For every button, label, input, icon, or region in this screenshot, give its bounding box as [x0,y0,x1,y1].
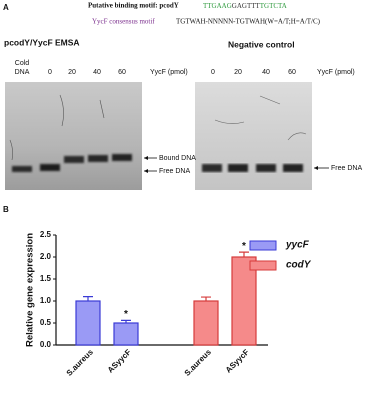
x-tick-label: S.aureus [183,347,214,378]
gel-axis-label: YycF (pmol) [317,69,355,76]
gel-streaks [214,95,307,141]
lane-label: 20 [234,69,242,76]
significance-mark: * [242,241,246,252]
legend-label: yycF [285,240,310,251]
band [202,164,222,172]
gel-bands [202,164,303,172]
band-label: Bound DNA [159,155,196,162]
arrowhead [314,166,318,170]
significance-mark: * [124,309,128,320]
panel-label: A [3,3,9,12]
band [12,166,32,172]
band [112,154,132,161]
y-tick-label: 0.0 [40,340,52,349]
band [64,156,84,163]
y-axis-label: Relative gene expression [25,233,36,347]
motif-part: TGTCTA [260,2,287,10]
error-bar [83,296,93,301]
consensus-sequence: TGTWAH-NNNNN-TGTWAH(W=A/T;H=A/T/C) [176,18,321,26]
band [40,164,60,171]
arrowhead [144,169,148,173]
band-label: Free DNA [331,165,362,172]
lane-label: 40 [93,69,101,76]
lane-label: 20 [68,69,76,76]
bar [193,300,219,346]
consensus-caption: YycF consensus motif [92,18,155,26]
x-tick-label: ASyycF [224,347,251,374]
gel-image [5,82,142,190]
x-tick-label: ASyycF [106,347,133,374]
arrowhead [144,156,148,160]
legend-swatch [249,240,277,251]
lane-label: 0 [48,69,52,76]
legend-label: codY [286,260,312,271]
y-tick-label: 0.5 [40,318,52,327]
gel-bands [12,154,132,172]
gel-title: Negative control [228,39,295,49]
band [88,155,108,162]
error-bar [239,251,249,257]
bar [113,322,139,346]
band-label: Free DNA [159,168,190,175]
motif-part: TTGAAG [203,2,232,10]
motif-caption: Putative binding motif: pcodY [88,2,179,10]
band [283,164,303,172]
lane-label: 60 [118,69,126,76]
bar [231,256,257,346]
bar [75,300,101,346]
x-tick-label: S.aureus [65,347,96,378]
legend-swatch [249,260,277,271]
lane-label: 40 [262,69,270,76]
motif-sequence: TTGAAGGAGTTTTGTCTA [203,2,287,10]
lane-label: DNA [15,69,30,76]
lane-label: 0 [211,69,215,76]
y-tick-label: 1.5 [40,274,52,283]
band [256,164,276,172]
band [228,164,248,172]
gel-title: pcodY/YycF EMSA [4,37,80,47]
y-tick-label: 2.0 [40,252,52,261]
motif-part: GAGTTT [232,2,261,10]
y-tick-label: 2.5 [40,230,52,239]
gel-axis-label: YycF (pmol) [150,69,188,76]
panel-label: B [3,205,9,214]
gel-streaks [9,94,105,161]
lane-label: 60 [288,69,296,76]
error-bar [121,319,131,323]
lane-label: Cold [15,60,30,67]
y-tick-label: 1.0 [40,296,52,305]
error-bar [201,296,211,301]
gel-image [195,82,312,190]
